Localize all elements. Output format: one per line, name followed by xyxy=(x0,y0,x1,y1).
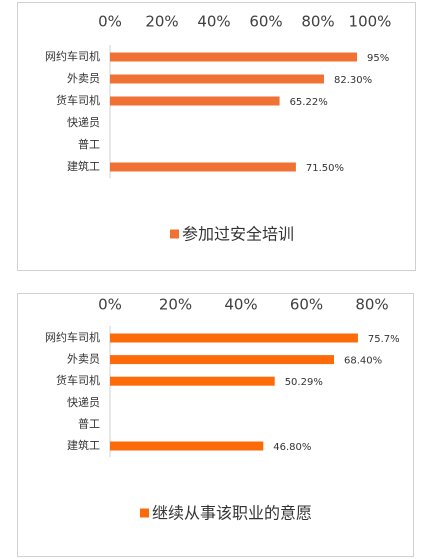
value-label: 65.22% xyxy=(290,97,328,108)
bar xyxy=(110,355,335,365)
x-tick-label: 20% xyxy=(145,13,178,31)
y-tick-label: 快递员 xyxy=(67,115,100,129)
y-tick-label: 建筑工 xyxy=(67,159,100,173)
y-tick-label: 普工 xyxy=(78,416,100,430)
legend-label: 继续从事该职业的意愿 xyxy=(152,504,312,523)
x-tick-label: 0% xyxy=(98,296,122,314)
bar xyxy=(110,441,264,451)
bar xyxy=(110,162,296,172)
bar xyxy=(110,74,324,84)
x-tick-label: 40% xyxy=(224,296,257,314)
x-tick-label: 0% xyxy=(98,13,122,31)
x-tick-label: 100% xyxy=(349,13,392,31)
x-tick-label: 60% xyxy=(249,13,282,31)
y-tick-label: 外卖员 xyxy=(67,353,100,366)
value-label: 75.7% xyxy=(368,334,400,345)
x-tick-label: 20% xyxy=(159,296,192,314)
value-label: 95% xyxy=(367,53,389,64)
value-label: 50.29% xyxy=(285,377,323,388)
y-tick-label: 快递员 xyxy=(67,395,100,409)
y-tick-label: 建筑工 xyxy=(67,438,100,452)
x-tick-label: 60% xyxy=(290,296,323,314)
legend-label: 参加过安全培训 xyxy=(182,225,294,244)
y-tick-label: 网约车司机 xyxy=(45,330,100,344)
y-tick-label: 外卖员 xyxy=(67,72,100,85)
bar xyxy=(110,52,357,62)
legend-swatch xyxy=(170,229,179,239)
y-tick-label: 网约车司机 xyxy=(45,49,100,63)
y-tick-label: 普工 xyxy=(78,137,100,151)
bar xyxy=(110,333,358,343)
value-label: 68.40% xyxy=(344,356,382,367)
value-label: 82.30% xyxy=(334,75,372,86)
value-label: 71.50% xyxy=(306,163,344,174)
x-tick-label: 40% xyxy=(197,13,230,31)
y-tick-label: 货车司机 xyxy=(56,93,100,107)
x-tick-label: 80% xyxy=(301,13,334,31)
x-tick-label: 80% xyxy=(355,296,388,314)
value-label: 46.80% xyxy=(273,442,311,453)
y-tick-label: 货车司机 xyxy=(56,373,100,387)
bar xyxy=(110,96,280,106)
bar xyxy=(110,376,275,386)
chart-frame xyxy=(17,2,416,271)
legend-swatch xyxy=(140,508,149,518)
